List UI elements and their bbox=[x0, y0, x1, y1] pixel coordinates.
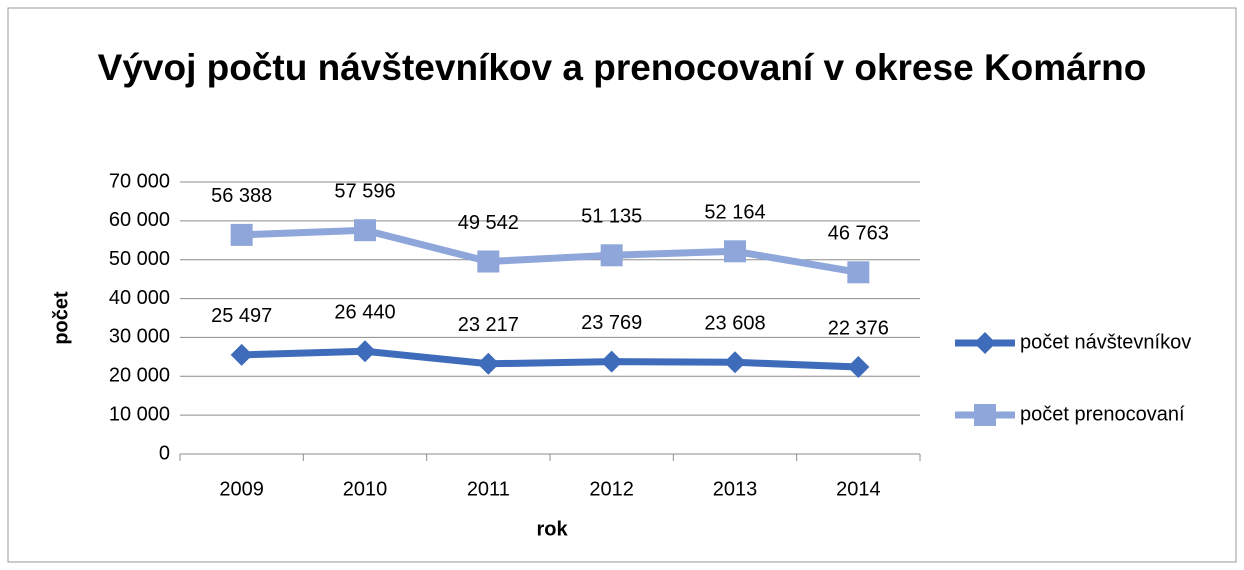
data-label: 26 440 bbox=[334, 302, 395, 324]
data-label: 51 135 bbox=[581, 206, 642, 228]
data-point bbox=[354, 219, 376, 242]
y-tick-label: 70 000 bbox=[109, 170, 170, 192]
x-axis-label: rok bbox=[536, 518, 568, 540]
data-label: 57 596 bbox=[334, 180, 395, 202]
y-axis-label: počet bbox=[50, 291, 72, 345]
data-label: 52 164 bbox=[704, 202, 765, 224]
y-tick-label: 20 000 bbox=[109, 365, 170, 387]
data-point bbox=[600, 244, 623, 267]
y-tick-label: 0 bbox=[159, 442, 170, 464]
legend-label: počet prenocovaní bbox=[1020, 403, 1185, 425]
series-line bbox=[241, 226, 859, 276]
y-tick-label: 60 000 bbox=[109, 209, 170, 231]
legend-marker bbox=[974, 332, 996, 354]
data-point bbox=[847, 356, 870, 379]
chart-border bbox=[7, 7, 1237, 563]
y-tick-label: 40 000 bbox=[109, 287, 170, 309]
y-tick-label: 10 000 bbox=[109, 403, 170, 425]
data-label: 56 388 bbox=[211, 185, 272, 207]
x-tick-label: 2009 bbox=[219, 478, 264, 500]
legend-marker bbox=[974, 404, 996, 426]
data-point bbox=[600, 350, 623, 373]
data-label: 22 376 bbox=[828, 317, 889, 339]
legend-label: počet návštevníkov bbox=[1020, 331, 1191, 353]
data-point bbox=[230, 223, 253, 246]
data-point bbox=[477, 250, 500, 273]
x-tick-label: 2012 bbox=[589, 478, 634, 500]
series-line bbox=[241, 347, 859, 371]
data-label: 49 542 bbox=[458, 212, 519, 234]
data-label: 46 763 bbox=[828, 223, 889, 245]
data-label: 25 497 bbox=[211, 305, 272, 327]
chart-title: Vývoj počtu návštevníkov a prenocovaní v… bbox=[97, 47, 1147, 88]
data-point bbox=[724, 351, 746, 374]
data-label: 23 769 bbox=[581, 312, 642, 334]
x-tick-label: 2014 bbox=[836, 478, 881, 500]
data-point bbox=[724, 240, 746, 263]
data-point bbox=[230, 343, 253, 366]
y-tick-label: 30 000 bbox=[109, 326, 170, 348]
y-tick-label: 50 000 bbox=[109, 248, 170, 270]
data-label: 23 217 bbox=[458, 314, 519, 336]
data-label: 23 608 bbox=[704, 313, 765, 335]
data-point bbox=[847, 261, 870, 284]
data-point bbox=[354, 340, 376, 363]
data-point bbox=[477, 352, 500, 375]
x-tick-label: 2013 bbox=[713, 478, 758, 500]
x-tick-label: 2010 bbox=[343, 478, 388, 500]
x-tick-label: 2011 bbox=[467, 478, 510, 500]
